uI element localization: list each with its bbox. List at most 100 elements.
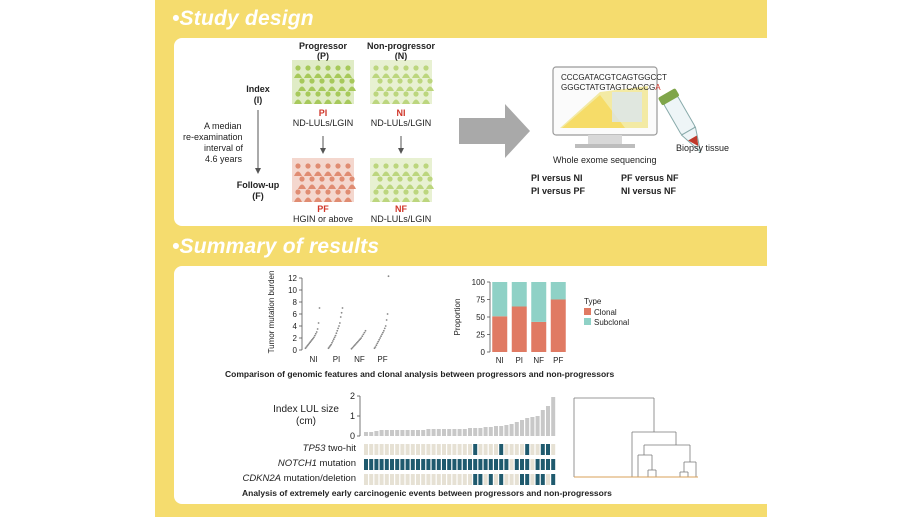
oncoprint-cell [452, 474, 457, 485]
subclonal-bar-pf [550, 282, 566, 300]
lul-bar [405, 430, 410, 436]
oncoprint-cell [540, 444, 545, 455]
oncoprint-cell [499, 474, 504, 485]
oncoprint-cell [551, 459, 556, 470]
oncoprint-cell [520, 444, 524, 455]
tmb-point [351, 346, 354, 349]
oncoprint-cell [551, 444, 556, 455]
oncoprint-cell [509, 459, 514, 470]
comparison-ni-nf: NI versus NF [621, 186, 677, 196]
oncoprint-cell [384, 444, 389, 455]
clonal-ytick: 25 [476, 331, 485, 340]
tmb-xtick-pi: PI [333, 355, 341, 364]
index-label: Index [246, 84, 270, 94]
oncoprint-cell [390, 444, 394, 455]
comparison-pf-nf: PF versus NF [621, 173, 679, 183]
lul-bar [384, 430, 389, 436]
lul-ytick: 0 [350, 431, 355, 441]
tmb-point [378, 338, 381, 341]
oncoprint-cell [504, 474, 509, 485]
tmb-point [359, 338, 362, 341]
oncoprint-cell [457, 474, 462, 485]
tmb-point [330, 343, 333, 346]
lul-bar [410, 430, 415, 436]
pi-crowd [292, 60, 356, 104]
oncoprint-cell [514, 474, 519, 485]
oncoprint-cell [374, 444, 379, 455]
oncoprint-cell [436, 459, 441, 470]
clonal-bar-pf [550, 299, 566, 352]
tmb-point [358, 339, 360, 342]
legend-title: Type [584, 297, 602, 306]
oncoprint-cell [426, 459, 431, 470]
oncoprint-cell [390, 459, 394, 470]
oncoprint-cell [442, 459, 446, 470]
oncoprint-cell [525, 474, 530, 485]
oncoprint-cell [452, 459, 457, 470]
oncoprint-cell [494, 459, 498, 470]
tmb-ytick: 8 [293, 298, 298, 307]
oncoprint-cell [473, 444, 478, 455]
lul-bar [447, 429, 452, 436]
oncoprint-cell [410, 444, 415, 455]
lul-bar [494, 426, 498, 436]
clonal-bar-pi [511, 306, 527, 352]
oncoprint-cell [468, 474, 472, 485]
tmb-point [386, 313, 389, 315]
tmb-ytick: 0 [293, 346, 298, 355]
tmb-point [338, 325, 340, 327]
oncoprint-cell [374, 474, 379, 485]
tmb-point [339, 316, 342, 318]
oncoprint-cell [384, 459, 389, 470]
oncoprint-cell [535, 444, 540, 455]
tmb-point [314, 332, 317, 335]
oncoprint-cell [535, 474, 540, 485]
lul-bar [468, 428, 472, 436]
nf-code: NF [395, 204, 407, 214]
tmb-point [379, 337, 381, 339]
lul-bar [546, 406, 550, 436]
lul-bar [452, 429, 457, 436]
oncoprint-cell [364, 459, 368, 470]
oncoprint-cell [530, 459, 535, 470]
oncoprint-cell [483, 459, 488, 470]
oncoprint-cell [379, 459, 384, 470]
oncoprint-cell [395, 459, 400, 470]
lul-ytick: 1 [350, 411, 355, 421]
oncoprint-cell [421, 474, 426, 485]
lul-bar [421, 430, 426, 436]
oncoprint-cell [468, 444, 472, 455]
tmb-point [315, 331, 318, 333]
clonal-xtick-pf: PF [553, 356, 563, 365]
tmb-ytick: 10 [288, 286, 297, 295]
ni-code: NI [396, 108, 406, 118]
tmb-scatter-chart: Tumor mutation burden 0 2 4 6 8 10 12 NI PI NF PF [267, 271, 390, 364]
tmb-point [363, 331, 366, 334]
oncoprint-cell [416, 474, 420, 485]
oncoprint-cell [395, 444, 400, 455]
tmb-point [385, 319, 388, 321]
oncoprint-cell [405, 444, 410, 455]
oncoprint-cell [405, 474, 410, 485]
index-abbr: (I) [253, 95, 263, 105]
row-label-notch1: NOTCH1 mutation [277, 458, 356, 469]
tmb-ytick: 6 [293, 310, 298, 319]
oncoprint-cell [400, 444, 405, 455]
interval-line-4: 4.6 years [205, 154, 243, 164]
oncoprint-cell [514, 459, 519, 470]
tmb-point [375, 344, 378, 347]
oncoprint-cell [416, 444, 420, 455]
lul-bar [551, 397, 556, 436]
clonal-ylabel: Proportion [453, 299, 462, 336]
oncoprint-cell [488, 459, 493, 470]
lul-bar [525, 418, 530, 436]
tmb-point [353, 344, 356, 347]
tmb-xtick-ni: NI [310, 355, 318, 364]
clonal-xtick-pi: PI [515, 356, 523, 365]
lul-bar [462, 429, 467, 436]
oncoprint-cell [379, 474, 384, 485]
tmb-point [336, 329, 339, 332]
pf-code: PF [317, 204, 329, 214]
sequence-line-2: GGGCTATGTAGTCACCGA [561, 83, 661, 92]
